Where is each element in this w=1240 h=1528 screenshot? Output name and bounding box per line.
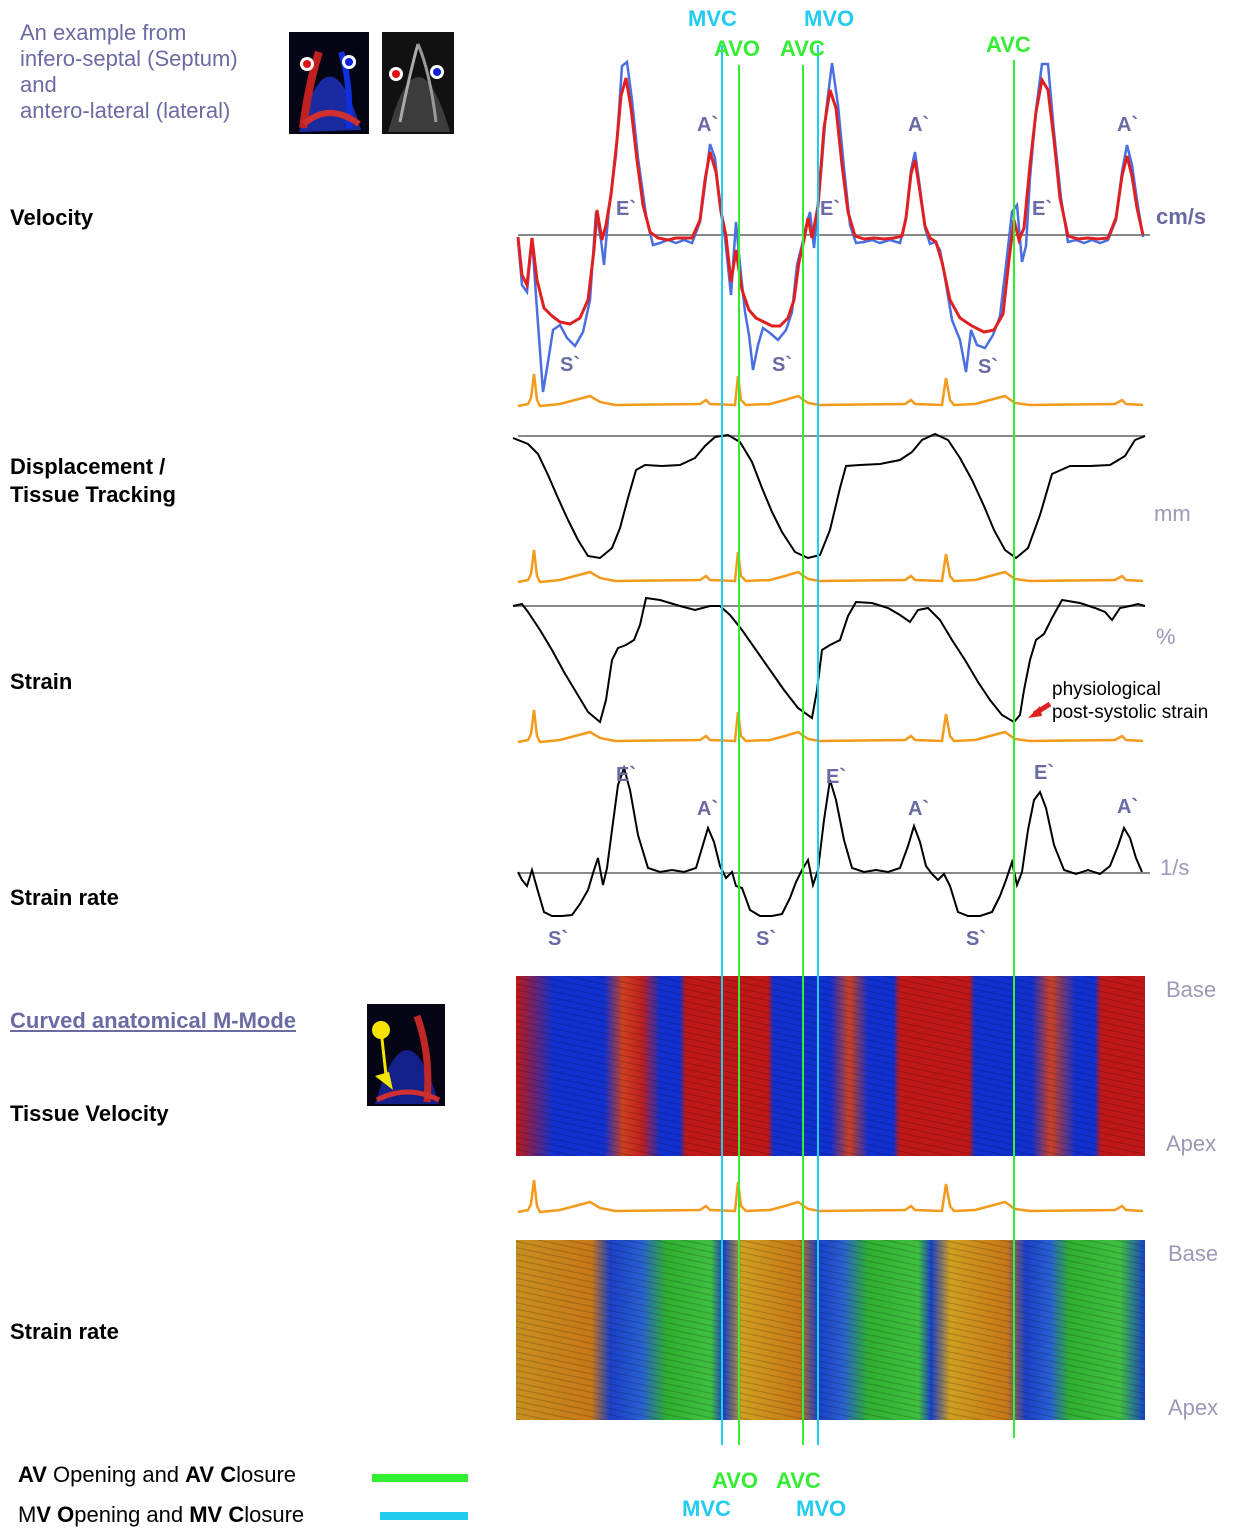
strain-trace (512, 596, 1146, 724)
echo-color-thumbnail (289, 32, 369, 134)
velocity-unit: cm/s (1156, 204, 1207, 229)
legend-av: AV Opening and AV Closure (18, 1462, 296, 1488)
legend-mv-swatch (380, 1512, 468, 1520)
ecg-trace-mmode (517, 1179, 1144, 1214)
wave-s-label: S` (560, 354, 580, 376)
mvo-label-top: MVO (804, 6, 855, 31)
avc-label-top-2: AVC (986, 32, 1031, 57)
mmode-thumbnail (367, 1004, 445, 1106)
wave-a-label: A` (908, 798, 930, 820)
avc-label-bottom: AVC (776, 1468, 821, 1493)
legend-av-mid: Opening and (46, 1462, 186, 1487)
legend-mv-bold1: V O (36, 1502, 75, 1527)
mmode-link[interactable]: Curved anatomical M-Mode (10, 1008, 297, 1033)
wave-s-label: S` (772, 354, 792, 376)
wave-e-label: E` (616, 198, 636, 220)
legend-av-end: losure (236, 1462, 297, 1487)
ecg-trace-strain (517, 709, 1144, 744)
displacement-trace (512, 432, 1146, 560)
section-tissue-velocity: Tissue Velocity (10, 1101, 169, 1126)
mvc-label-top: MVC (688, 6, 737, 31)
strain-unit: % (1156, 624, 1176, 649)
wave-s-label: S` (978, 356, 998, 378)
wave-a-label: A` (1117, 114, 1139, 136)
section-strain-rate-map: Strain rate (10, 1319, 119, 1344)
avo-label-bottom: AVO (712, 1468, 759, 1493)
legend-mv-end: losure (244, 1502, 305, 1527)
annotation-line-1: physiological (1052, 679, 1161, 700)
wave-a-label: A` (1117, 796, 1139, 818)
section-displacement-line-2: Tissue Tracking (10, 482, 176, 507)
displacement-unit: mm (1154, 501, 1191, 526)
wave-e-label: E` (616, 764, 636, 786)
wave-e-label: E` (820, 198, 840, 220)
legend-mv-mid: pening and (74, 1502, 190, 1527)
section-strain-rate: Strain rate (10, 885, 119, 910)
intro-line-4: antero-lateral (lateral) (20, 98, 231, 123)
ecg-trace-displacement (517, 549, 1144, 584)
section-displacement: Displacement / Tissue Tracking (10, 453, 176, 509)
annotation-arrow-head (1028, 706, 1042, 718)
mvc-label-bottom: MVC (682, 1496, 731, 1521)
strain-rate-trace (517, 764, 1143, 917)
legend-mv: MV Opening and MV Closure (18, 1502, 304, 1528)
mvo-label-bottom: MVO (796, 1496, 847, 1521)
intro-line-1: An example from (20, 20, 187, 45)
wave-a-label: A` (697, 114, 719, 136)
avo-label-top: AVO (714, 36, 761, 61)
tissue-velocity-apex-label: Apex (1166, 1131, 1217, 1156)
wave-e-label: E` (1034, 762, 1054, 784)
velocity-septum-trace (516, 75, 1145, 334)
strain-rate-base-label: Base (1168, 1241, 1219, 1266)
echo-grey-thumbnail (382, 32, 454, 134)
ecg-trace-velocity (517, 373, 1144, 408)
section-velocity: Velocity (10, 205, 94, 230)
post-systolic-annotation: physiological post-systolic strain (1052, 678, 1208, 724)
wave-a-label: A` (697, 798, 719, 820)
section-displacement-line-1: Displacement / (10, 454, 166, 479)
wave-s-label: S` (966, 928, 986, 950)
intro-text: An example from infero-septal (Septum) a… (20, 20, 238, 124)
annotation-line-2: post-systolic strain (1052, 702, 1209, 723)
legend-mv-prefix: M (18, 1502, 37, 1527)
legend-mv-bold2: MV C (189, 1502, 245, 1527)
wave-s-label: S` (756, 928, 776, 950)
legend-av-swatch (372, 1474, 468, 1482)
wave-s-label: S` (548, 928, 568, 950)
strain-rate-apex-label: Apex (1168, 1395, 1219, 1420)
wave-a-label: A` (908, 114, 930, 136)
wave-e-label: E` (826, 766, 846, 788)
section-strain: Strain (10, 669, 73, 694)
wave-e-label: E` (1032, 198, 1052, 220)
tissue-velocity-base-label: Base (1166, 977, 1217, 1002)
legend-av-prefix: AV (18, 1462, 47, 1487)
strain-rate-unit: 1/s (1160, 855, 1190, 880)
legend-av-bold: AV C (185, 1462, 237, 1487)
intro-line-3: and (20, 72, 57, 97)
avc-label-top: AVC (780, 36, 825, 61)
intro-line-2: infero-septal (Septum) (20, 46, 238, 71)
